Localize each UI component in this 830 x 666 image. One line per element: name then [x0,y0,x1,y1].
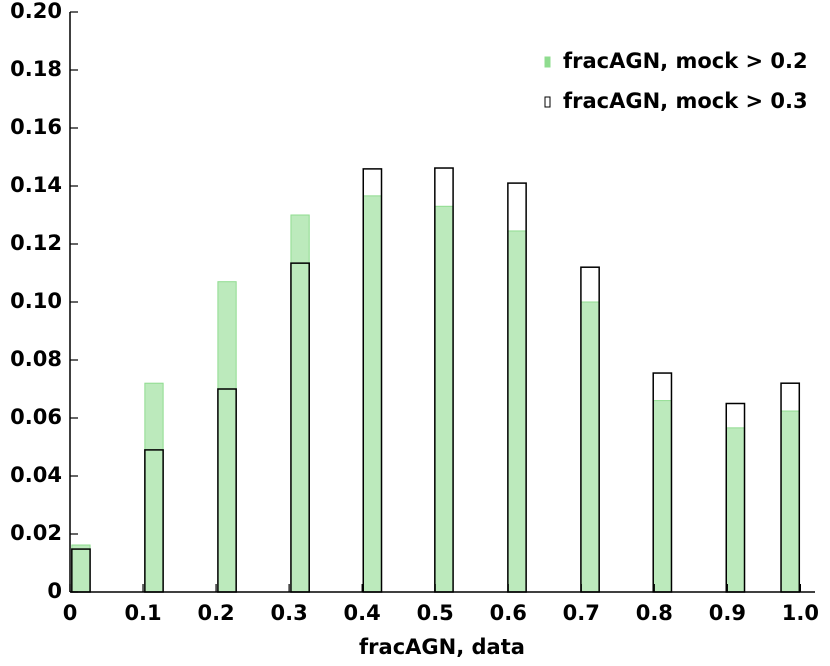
bar [144,382,164,593]
x-axis-label: fracAGN, data [359,635,525,659]
legend-label: fracAGN, mock > 0.3 [563,89,808,113]
legend-marker [544,56,551,68]
y-tick-label: 0.12 [10,231,62,255]
y-tick-label: 0.02 [10,521,62,545]
x-tick-label: 1.0 [782,601,819,625]
bar [362,195,383,593]
legend-marker [544,96,551,108]
y-tick-label: 0.16 [10,115,62,139]
x-tick-label: 0.3 [271,601,308,625]
legend-label: fracAGN, mock > 0.2 [563,49,808,73]
bar [652,400,672,593]
bar [71,544,91,593]
bar [725,427,746,593]
bar [580,301,600,593]
x-tick-label: 0.1 [124,601,161,625]
bar [290,214,310,593]
x-tick-label: 0.9 [709,601,746,625]
bar [507,230,527,593]
x-tick-label: 0.6 [490,601,527,625]
y-tick-label: 0.10 [10,289,62,313]
x-tick-label: 0.5 [417,601,454,625]
y-tick-label: 0.14 [10,173,62,197]
y-tick-label: 0.18 [10,57,62,81]
y-tick-label: 0 [47,579,62,603]
x-tick-label: 0.2 [197,601,234,625]
x-tick-label: 0.8 [636,601,673,625]
y-tick-label: 0.06 [10,405,62,429]
y-tick-label: 0.04 [10,463,62,487]
x-tick-label: 0 [63,601,78,625]
bar [217,281,237,593]
x-tick-label: 0.7 [563,601,600,625]
x-tick-label: 0.4 [344,601,381,625]
y-tick-label: 0.08 [10,347,62,371]
bar [780,410,800,593]
bar [434,205,454,593]
y-tick-label: 0.20 [10,0,62,23]
